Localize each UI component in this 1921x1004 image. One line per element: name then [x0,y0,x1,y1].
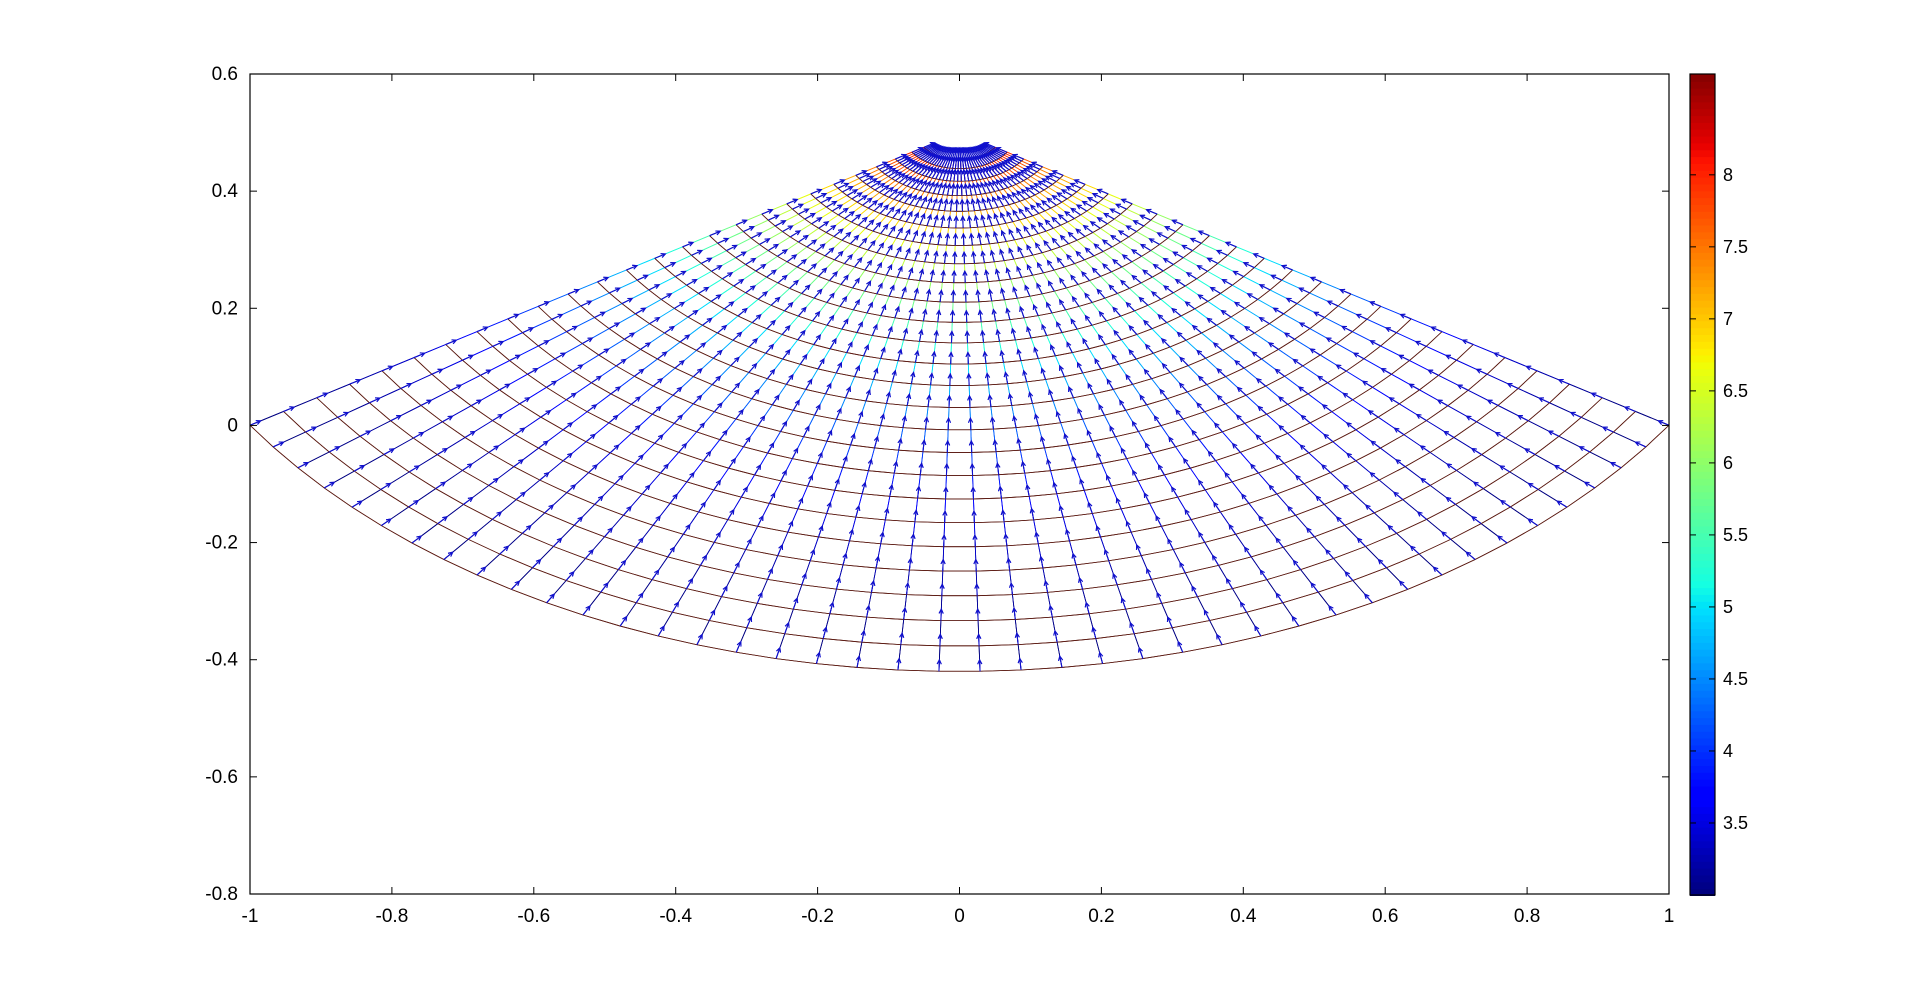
svg-text:5.5: 5.5 [1723,525,1748,545]
svg-text:-0.4: -0.4 [205,650,238,671]
svg-text:6: 6 [1723,453,1733,473]
svg-text:-0.8: -0.8 [376,906,409,927]
svg-text:0.6: 0.6 [1372,906,1398,927]
svg-text:3.5: 3.5 [1723,813,1748,833]
svg-text:6.5: 6.5 [1723,381,1748,401]
svg-text:-0.8: -0.8 [205,884,238,905]
svg-text:5: 5 [1723,597,1733,617]
svg-text:0.8: 0.8 [1514,906,1540,927]
svg-text:7.5: 7.5 [1723,237,1748,257]
svg-text:0.2: 0.2 [1088,906,1114,927]
svg-text:-0.4: -0.4 [659,906,692,927]
svg-text:8: 8 [1723,165,1733,185]
svg-text:4.5: 4.5 [1723,669,1748,689]
svg-text:0.2: 0.2 [212,298,238,319]
svg-text:1: 1 [1664,906,1675,927]
svg-text:0.4: 0.4 [212,181,239,202]
svg-text:-0.6: -0.6 [517,906,550,927]
svg-text:4: 4 [1723,741,1733,761]
svg-text:-0.2: -0.2 [205,533,238,554]
svg-text:0: 0 [227,415,238,436]
svg-text:0: 0 [954,906,965,927]
svg-text:-0.6: -0.6 [205,767,238,788]
svg-text:-1: -1 [242,906,259,927]
svg-text:0.6: 0.6 [212,64,238,85]
svg-text:7: 7 [1723,309,1733,329]
svg-text:0.4: 0.4 [1230,906,1257,927]
svg-text:-0.2: -0.2 [801,906,834,927]
